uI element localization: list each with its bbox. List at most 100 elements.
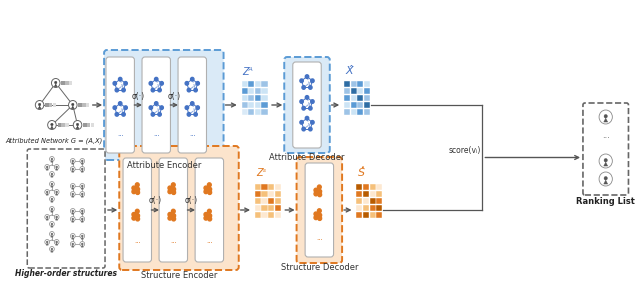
Bar — [262, 197, 268, 204]
Circle shape — [160, 82, 163, 85]
Bar — [376, 197, 382, 204]
Circle shape — [158, 112, 161, 116]
Circle shape — [49, 247, 54, 251]
Circle shape — [124, 82, 127, 85]
Polygon shape — [81, 187, 83, 189]
Circle shape — [46, 216, 48, 218]
Bar — [351, 80, 356, 87]
Circle shape — [49, 232, 54, 236]
FancyBboxPatch shape — [284, 57, 330, 153]
Bar — [255, 205, 261, 211]
Circle shape — [318, 189, 322, 194]
Circle shape — [81, 185, 83, 187]
Circle shape — [80, 184, 84, 188]
Circle shape — [35, 100, 44, 109]
Bar — [364, 80, 370, 87]
Circle shape — [196, 82, 200, 85]
Circle shape — [314, 216, 318, 220]
Bar — [248, 94, 254, 101]
Circle shape — [54, 164, 59, 169]
Bar — [344, 88, 350, 94]
Circle shape — [76, 123, 79, 126]
Circle shape — [300, 100, 303, 103]
Circle shape — [168, 186, 172, 190]
Bar — [275, 190, 281, 197]
Polygon shape — [46, 193, 48, 195]
FancyBboxPatch shape — [142, 57, 170, 153]
Circle shape — [136, 209, 139, 213]
Bar — [364, 94, 370, 101]
Bar — [241, 88, 248, 94]
Bar — [255, 184, 261, 190]
Circle shape — [72, 235, 74, 237]
Circle shape — [604, 158, 607, 162]
Circle shape — [172, 209, 175, 213]
Circle shape — [54, 239, 59, 244]
Circle shape — [208, 187, 212, 191]
Circle shape — [45, 190, 49, 194]
Bar — [87, 123, 90, 127]
Bar — [363, 205, 369, 211]
Bar — [241, 80, 248, 87]
Bar — [376, 205, 382, 211]
Text: ...: ... — [153, 131, 159, 137]
Bar — [376, 190, 382, 197]
Bar — [241, 94, 248, 101]
Circle shape — [132, 186, 136, 190]
Text: Attribute Encoder: Attribute Encoder — [127, 160, 201, 169]
Bar — [241, 109, 248, 115]
Circle shape — [51, 248, 53, 250]
Bar — [262, 184, 268, 190]
Circle shape — [308, 127, 312, 131]
FancyBboxPatch shape — [106, 57, 134, 153]
Circle shape — [132, 212, 136, 217]
Circle shape — [160, 106, 163, 110]
Circle shape — [80, 242, 84, 247]
FancyBboxPatch shape — [583, 103, 628, 195]
Circle shape — [70, 191, 75, 196]
Bar — [344, 94, 350, 101]
Text: ...: ... — [189, 131, 196, 137]
Bar — [65, 81, 68, 85]
Polygon shape — [72, 220, 74, 222]
Circle shape — [49, 206, 54, 211]
Bar — [53, 103, 56, 107]
Circle shape — [45, 164, 49, 169]
Polygon shape — [81, 170, 83, 172]
Polygon shape — [81, 195, 83, 197]
Text: score(vᵢ): score(vᵢ) — [448, 146, 481, 155]
Circle shape — [72, 243, 74, 245]
Bar — [351, 88, 356, 94]
Polygon shape — [56, 243, 58, 245]
FancyBboxPatch shape — [195, 158, 223, 262]
Circle shape — [300, 79, 303, 83]
Circle shape — [196, 106, 200, 110]
Bar — [255, 190, 261, 197]
FancyBboxPatch shape — [178, 57, 207, 153]
FancyBboxPatch shape — [296, 157, 342, 263]
Circle shape — [80, 167, 84, 172]
FancyBboxPatch shape — [119, 146, 239, 270]
Text: ...: ... — [316, 235, 323, 241]
Circle shape — [115, 88, 118, 92]
Polygon shape — [72, 212, 74, 214]
Polygon shape — [51, 210, 53, 212]
Bar — [363, 197, 369, 204]
Bar — [344, 80, 350, 87]
Text: X̂: X̂ — [346, 66, 353, 76]
Circle shape — [81, 243, 83, 245]
Polygon shape — [51, 250, 53, 252]
Bar — [255, 88, 261, 94]
Circle shape — [51, 79, 60, 88]
Bar — [369, 197, 376, 204]
Circle shape — [149, 106, 152, 110]
Bar — [275, 184, 281, 190]
Circle shape — [604, 115, 607, 118]
Circle shape — [45, 239, 49, 244]
FancyBboxPatch shape — [123, 158, 152, 262]
Bar — [357, 80, 364, 87]
Bar — [91, 123, 94, 127]
Bar — [79, 103, 82, 107]
Circle shape — [168, 190, 172, 194]
Circle shape — [302, 106, 305, 110]
